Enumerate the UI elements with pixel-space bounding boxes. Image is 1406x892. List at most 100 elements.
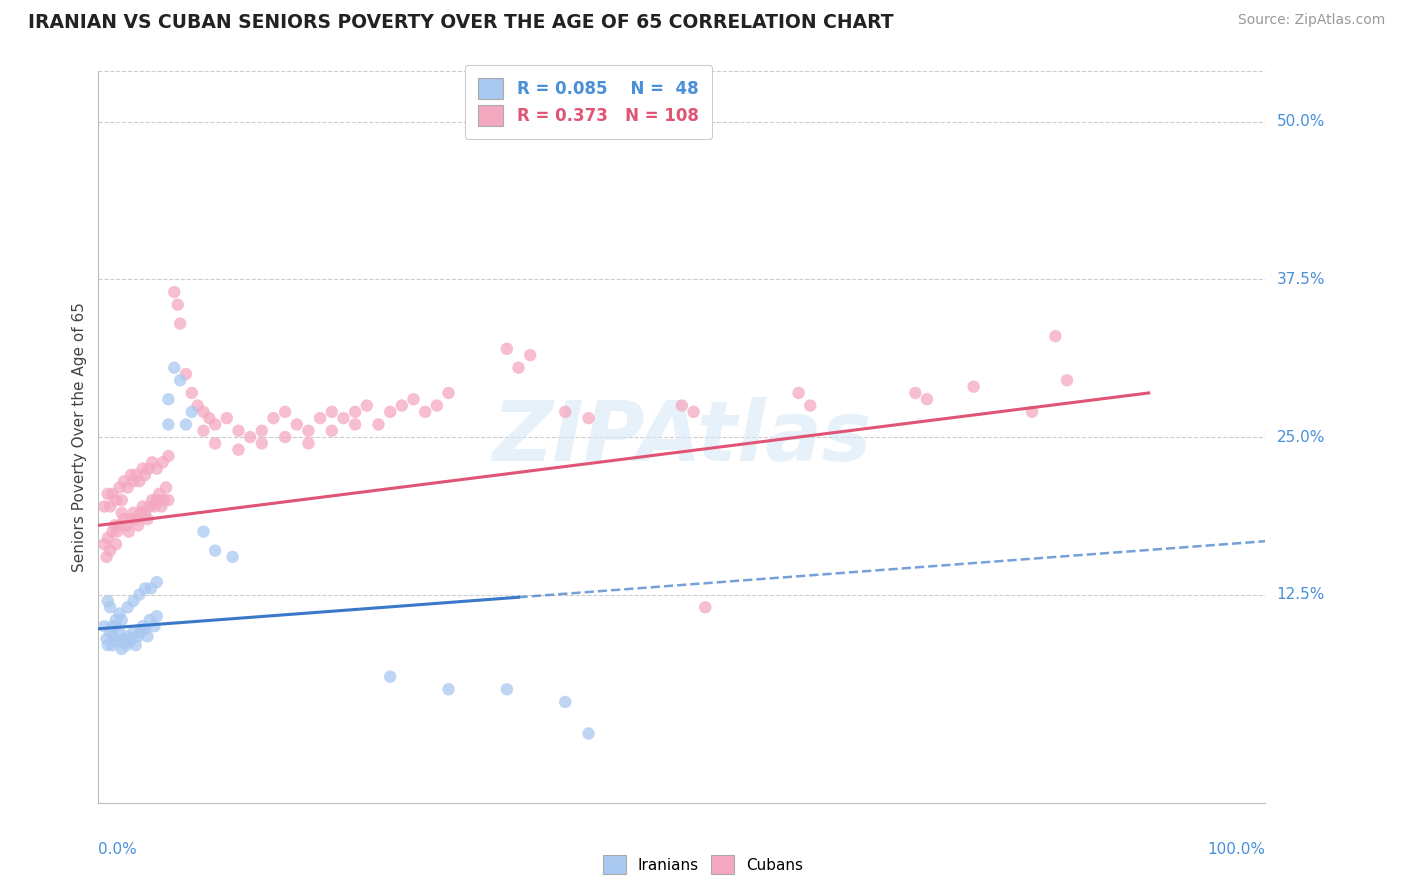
Point xyxy=(112,632,135,646)
Point xyxy=(297,436,319,450)
Point xyxy=(111,642,134,657)
Point xyxy=(204,543,226,558)
Point xyxy=(344,405,367,419)
Point xyxy=(134,467,156,482)
Point xyxy=(139,500,162,514)
Point xyxy=(1045,329,1067,343)
Text: Source: ZipAtlas.com: Source: ZipAtlas.com xyxy=(1237,13,1385,28)
Point xyxy=(112,512,135,526)
Point xyxy=(239,430,262,444)
Y-axis label: Seniors Poverty Over the Age of 65: Seniors Poverty Over the Age of 65 xyxy=(72,302,87,572)
Legend: Iranians, Cubans: Iranians, Cubans xyxy=(596,849,810,880)
Point xyxy=(117,629,139,643)
Point xyxy=(138,461,160,475)
Point xyxy=(215,411,238,425)
Point xyxy=(146,609,169,624)
Point xyxy=(117,481,139,495)
Point xyxy=(148,487,170,501)
Legend: R = 0.085    N =  48, R = 0.373   N = 108: R = 0.085 N = 48, R = 0.373 N = 108 xyxy=(465,65,711,139)
Point xyxy=(496,342,519,356)
Point xyxy=(250,436,273,450)
Point xyxy=(180,405,202,419)
Point xyxy=(128,474,150,488)
Point xyxy=(104,537,127,551)
Point xyxy=(117,600,139,615)
Point xyxy=(120,467,142,482)
Text: ZIPAtlas: ZIPAtlas xyxy=(492,397,872,477)
Point xyxy=(136,512,159,526)
Point xyxy=(97,487,120,501)
Point xyxy=(152,493,174,508)
Point xyxy=(132,500,155,514)
Point xyxy=(98,600,121,615)
Point xyxy=(285,417,308,432)
Point xyxy=(93,500,115,514)
Point xyxy=(101,638,124,652)
Point xyxy=(204,417,226,432)
Point xyxy=(682,405,704,419)
Point xyxy=(169,373,191,387)
Text: 50.0%: 50.0% xyxy=(1277,114,1324,129)
Point xyxy=(98,500,121,514)
Point xyxy=(962,379,984,393)
Point xyxy=(125,638,148,652)
Point xyxy=(141,455,163,469)
Point xyxy=(174,367,197,381)
Point xyxy=(146,493,169,508)
Point xyxy=(98,543,121,558)
Point xyxy=(127,629,149,643)
Point xyxy=(155,481,177,495)
Point xyxy=(671,399,693,413)
Point xyxy=(143,500,166,514)
Point xyxy=(150,500,173,514)
Point xyxy=(97,531,120,545)
Point xyxy=(104,613,127,627)
Point xyxy=(309,411,332,425)
Point xyxy=(193,524,215,539)
Point xyxy=(402,392,425,407)
Point xyxy=(98,625,121,640)
Point xyxy=(180,386,202,401)
Point xyxy=(1056,373,1078,387)
Point xyxy=(297,424,319,438)
Point xyxy=(120,512,142,526)
Point xyxy=(105,524,128,539)
Point xyxy=(139,613,162,627)
Point xyxy=(356,399,378,413)
Point xyxy=(115,518,138,533)
Point xyxy=(198,411,221,425)
Point xyxy=(166,298,188,312)
Point xyxy=(174,417,197,432)
Point xyxy=(139,582,162,596)
Point xyxy=(519,348,541,362)
Point xyxy=(143,619,166,633)
Point xyxy=(508,360,530,375)
Point xyxy=(93,619,115,633)
Point xyxy=(104,518,127,533)
Text: 0.0%: 0.0% xyxy=(98,842,138,856)
Point xyxy=(122,625,145,640)
Point xyxy=(344,417,367,432)
Point xyxy=(134,506,156,520)
Point xyxy=(125,467,148,482)
Point xyxy=(122,594,145,608)
Point xyxy=(262,411,284,425)
Point xyxy=(915,392,938,407)
Point xyxy=(111,634,134,648)
Point xyxy=(111,493,134,508)
Point xyxy=(437,386,460,401)
Point xyxy=(496,682,519,697)
Point xyxy=(228,424,250,438)
Point xyxy=(97,638,120,652)
Point xyxy=(554,405,576,419)
Point xyxy=(118,634,141,648)
Point xyxy=(112,474,135,488)
Point xyxy=(118,524,141,539)
Point xyxy=(101,487,124,501)
Point xyxy=(108,607,131,621)
Point xyxy=(141,493,163,508)
Point xyxy=(104,493,127,508)
Point xyxy=(128,588,150,602)
Point xyxy=(136,629,159,643)
Text: 12.5%: 12.5% xyxy=(1277,587,1324,602)
